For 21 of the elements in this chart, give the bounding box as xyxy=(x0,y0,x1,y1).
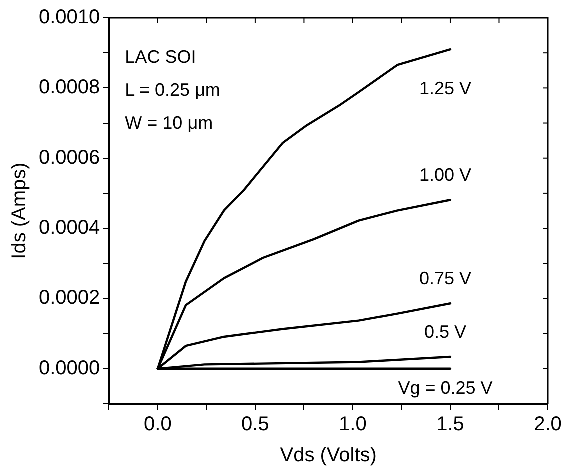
series-label: 1.25 V xyxy=(419,78,472,99)
x-tick-label: 2.0 xyxy=(534,414,562,436)
y-tick-label: 0.0010 xyxy=(39,6,100,29)
series-label: 0.75 V xyxy=(419,268,472,289)
y-axis-title: Ids (Amps) xyxy=(8,162,31,260)
x-tick-label: 1.0 xyxy=(339,414,367,436)
y-tick-label: 0.0006 xyxy=(39,146,100,169)
x-tick-label: 0.5 xyxy=(242,414,270,436)
y-tick-label: 0.0004 xyxy=(39,217,100,240)
annotation: L = 0.25 μm xyxy=(125,80,220,100)
annotation: LAC SOI xyxy=(125,46,196,67)
x-tick-label: 0.0 xyxy=(144,414,172,436)
annotation: W = 10 μm xyxy=(125,112,214,133)
series-label: Vg = 0.25 V xyxy=(398,378,493,398)
y-tick-label: 0.0002 xyxy=(39,287,100,310)
y-tick-label: 0.0008 xyxy=(39,76,100,99)
x-axis-title: Vds (Volts) xyxy=(280,444,377,467)
series-label: 1.00 V xyxy=(419,165,472,186)
series-label: 0.5 V xyxy=(424,322,466,342)
y-tick-label: 0.0000 xyxy=(39,357,100,380)
x-tick-label: 1.5 xyxy=(436,414,464,436)
